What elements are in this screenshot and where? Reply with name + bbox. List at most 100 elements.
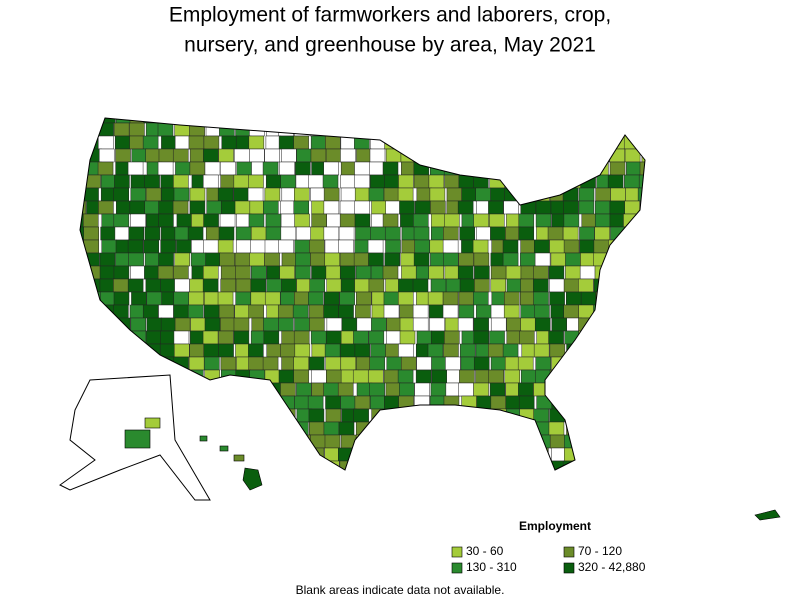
map-area: [611, 447, 627, 462]
map-area: [308, 304, 325, 319]
map-area: [80, 278, 86, 293]
map-area: [127, 356, 144, 371]
map-area: [80, 174, 86, 189]
map-area: [504, 434, 521, 449]
map-area: [338, 226, 355, 241]
map-area: [400, 252, 417, 267]
map-area: [476, 421, 493, 436]
map-area: [160, 330, 176, 345]
map-area: [382, 265, 399, 280]
map-area: [339, 122, 355, 137]
map-area: [158, 474, 173, 487]
map-area: [446, 474, 461, 487]
map-area: [310, 252, 326, 267]
map-area: [444, 421, 460, 436]
map-area: [202, 278, 219, 293]
map-area: [430, 200, 446, 215]
map-area: [310, 226, 326, 241]
map-area: [85, 343, 101, 358]
map-area: [443, 252, 459, 267]
map-area: [265, 174, 282, 189]
map-area: [505, 174, 521, 189]
map-area: [80, 135, 85, 150]
map-area: [443, 122, 459, 137]
map-area: [476, 304, 492, 319]
map-area: [114, 356, 130, 371]
map-area: [158, 213, 174, 228]
map-area: [370, 343, 387, 358]
map-area: [116, 200, 132, 215]
map-area: [86, 317, 102, 332]
map-area: [461, 187, 477, 202]
map-area: [413, 213, 429, 228]
map-area: [564, 161, 580, 176]
map-area: [518, 447, 535, 462]
map-area: [203, 135, 220, 150]
map-area: [430, 382, 447, 397]
map-area: [383, 447, 400, 462]
map-area: [416, 187, 433, 202]
map-area: [281, 148, 297, 163]
map-area: [219, 252, 235, 267]
map-area: [518, 395, 535, 410]
map-area: [80, 239, 84, 254]
map-area: [578, 278, 594, 293]
hawaii: [199, 435, 263, 491]
map-area: [502, 239, 519, 254]
map-area: [80, 161, 87, 176]
map-area: [189, 122, 205, 137]
map-area: [414, 382, 430, 397]
map-area: [325, 408, 342, 423]
map-area: [655, 266, 670, 279]
map-area: [444, 213, 460, 228]
map-area: [338, 447, 354, 462]
map-area: [579, 122, 595, 137]
map-area: [292, 304, 309, 319]
map-area: [340, 434, 357, 449]
map-area: [160, 317, 177, 332]
map-area: [442, 304, 459, 319]
map-area: [429, 395, 446, 410]
map-area: [562, 356, 579, 371]
map-area: [340, 278, 357, 293]
map-area: [278, 317, 294, 332]
map-area: [474, 460, 490, 470]
map-area: [518, 382, 534, 397]
map-area: [623, 317, 639, 332]
map-area: [488, 200, 504, 215]
map-area: [385, 382, 402, 397]
map-area: [444, 174, 460, 189]
map-area: [548, 265, 565, 280]
map-area: [235, 278, 252, 293]
map-area: [220, 161, 236, 176]
map-area: [203, 408, 220, 423]
map-area: [596, 434, 612, 449]
map-area: [277, 304, 294, 319]
map-area: [623, 421, 640, 436]
map-area: [610, 408, 626, 423]
map-area: [340, 118, 356, 124]
map-area: [354, 278, 370, 293]
map-area: [579, 226, 595, 241]
map-area: [250, 278, 267, 293]
map-area: [204, 369, 220, 384]
map-area: [519, 135, 536, 150]
map-area: [116, 330, 133, 345]
map-area: [281, 278, 297, 293]
map-area: [400, 421, 417, 436]
map-area: [311, 343, 328, 358]
map-area: [533, 447, 549, 462]
map-area: [490, 317, 507, 332]
map-area: [503, 421, 519, 436]
map-area: [506, 135, 523, 150]
map-area: [341, 317, 358, 332]
legend: 30 - 60 70 - 120 130 - 310 320 - 42,880: [451, 544, 646, 574]
map-area: [400, 460, 417, 470]
map-area: [356, 291, 372, 306]
map-area: [626, 265, 642, 280]
map-area: [234, 148, 250, 163]
map-area: [655, 292, 670, 305]
map-area: [340, 174, 356, 189]
map-area: [369, 356, 385, 371]
map-area: [581, 213, 598, 228]
